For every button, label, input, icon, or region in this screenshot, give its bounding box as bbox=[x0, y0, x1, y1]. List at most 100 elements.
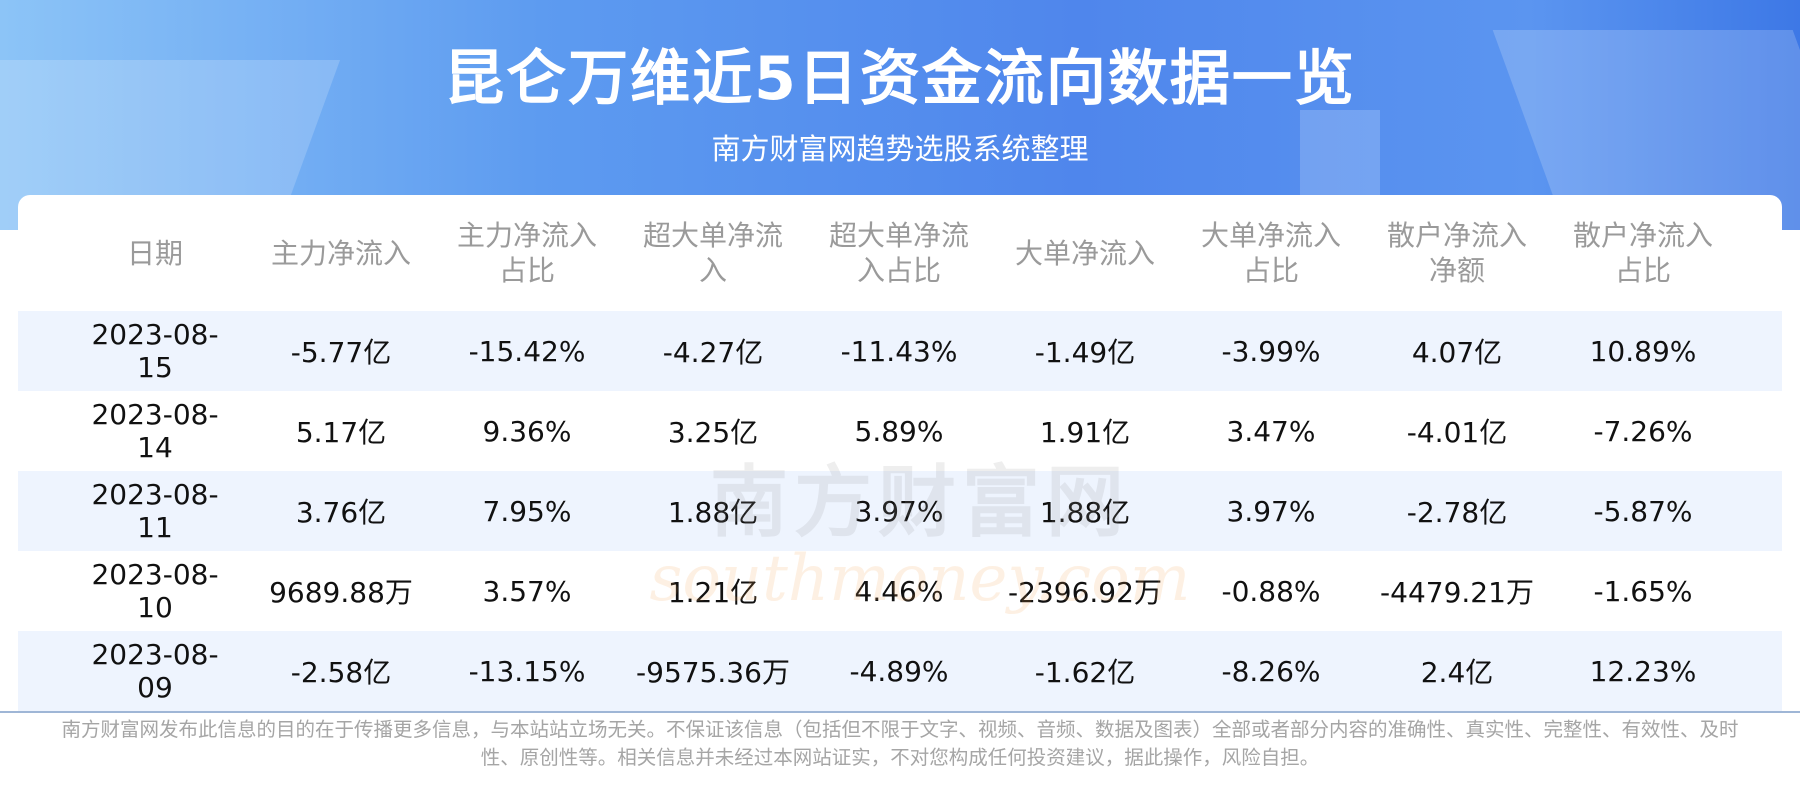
cell-text: 3.97% bbox=[854, 494, 944, 528]
cell-text: 2023-08-14 bbox=[91, 398, 219, 464]
title: 昆仑万维近5日资金流向数据一览 bbox=[444, 44, 1356, 114]
header-text: 主力净流入占比 bbox=[456, 219, 597, 287]
header-row: 日期 主力净流入 主力净流入占比 超大单净流入 超大单净流入占比 大单净流入 大单净流入占比… bbox=[18, 195, 1782, 311]
header-text: 散户净流入占比 bbox=[1572, 219, 1713, 287]
table-cell: 12.23% bbox=[1550, 655, 1736, 688]
cell-text: 3.25亿 bbox=[667, 416, 759, 449]
table-cell: -9575.36万 bbox=[620, 651, 806, 691]
table-cell: -3.99% bbox=[1178, 335, 1364, 368]
cell-text: -7.26% bbox=[1593, 414, 1693, 448]
table-cell: 2023-08-15 bbox=[62, 318, 248, 384]
table-cell: -4.89% bbox=[806, 655, 992, 688]
table-row: 2023-08-11 3.76亿 7.95% 1.88亿 3.97% 1.88亿 3.97%… bbox=[18, 471, 1782, 551]
table-cell: 3.97% bbox=[1178, 495, 1364, 528]
table-cell: 9689.88万 bbox=[248, 571, 434, 611]
cell-text: 10.89% bbox=[1589, 334, 1697, 368]
table-cell: -2396.92万 bbox=[992, 571, 1178, 611]
cell-text: 12.23% bbox=[1589, 654, 1697, 688]
table-cell: -4479.21万 bbox=[1364, 571, 1550, 611]
header-text: 大单净流入 bbox=[1014, 236, 1155, 270]
cell-text: -4479.21万 bbox=[1380, 576, 1534, 609]
cell-text: -11.43% bbox=[840, 334, 958, 368]
table-cell: 9.36% bbox=[434, 415, 620, 448]
header-cell: 超大单净流入 bbox=[620, 218, 806, 288]
table-cell: 3.47% bbox=[1178, 415, 1364, 448]
header-cell: 超大单净流入占比 bbox=[806, 218, 992, 288]
cell-text: 3.76亿 bbox=[295, 496, 387, 529]
cell-text: 1.21亿 bbox=[667, 576, 759, 609]
cell-text: 4.46% bbox=[854, 574, 944, 608]
cell-text: -3.99% bbox=[1221, 334, 1321, 368]
cell-text: -0.88% bbox=[1221, 574, 1321, 608]
table-cell: -5.87% bbox=[1550, 495, 1736, 528]
cell-text: 3.57% bbox=[482, 574, 572, 608]
table-card bbox=[18, 195, 1782, 712]
table-cell: 4.07亿 bbox=[1364, 331, 1550, 371]
cell-text: 5.89% bbox=[854, 414, 944, 448]
header-text: 超大单净流入 bbox=[642, 219, 783, 287]
table-row: 2023-08-15 -5.77亿 -15.42% -4.27亿 -11.43% -1.4… bbox=[18, 311, 1782, 391]
cell-text: 1.88亿 bbox=[1039, 496, 1131, 529]
table-cell: -4.27亿 bbox=[620, 331, 806, 371]
header-text: 散户净流入净额 bbox=[1386, 219, 1527, 287]
table-cell: 2023-08-14 bbox=[62, 398, 248, 464]
table-cell: 2023-08-09 bbox=[62, 638, 248, 704]
table-cell: 10.89% bbox=[1550, 335, 1736, 368]
cell-text: -8.26% bbox=[1221, 654, 1321, 688]
table-cell: 1.88亿 bbox=[992, 491, 1178, 531]
banner: 昆仑万维近5日资金流向数据一览 南方财富网趋势选股系统整理 bbox=[0, 0, 1800, 230]
cell-text: -5.87% bbox=[1593, 494, 1693, 528]
table-cell: -2.58亿 bbox=[248, 651, 434, 691]
header-text: 日期 bbox=[126, 236, 183, 270]
table-cell: -7.26% bbox=[1550, 415, 1736, 448]
table-cell: 5.89% bbox=[806, 415, 992, 448]
table-cell: 5.17亿 bbox=[248, 411, 434, 451]
table: 日期 主力净流入 主力净流入占比 超大单净流入 超大单净流入占比 大单净流入 大单净流入占比… bbox=[18, 195, 1782, 711]
header-cell: 主力净流入 bbox=[248, 236, 434, 271]
header-cell: 散户净流入净额 bbox=[1364, 218, 1550, 288]
cell-text: 3.97% bbox=[1226, 494, 1316, 528]
cell-text: -15.42% bbox=[468, 334, 586, 368]
table-cell: -13.15% bbox=[434, 655, 620, 688]
header-text: 大单净流入占比 bbox=[1200, 219, 1341, 287]
cell-text: 1.91亿 bbox=[1039, 416, 1131, 449]
cell-text: -5.77亿 bbox=[290, 336, 392, 369]
table-cell: 7.95% bbox=[434, 495, 620, 528]
cell-text: -1.49亿 bbox=[1034, 336, 1136, 369]
table-cell: 2.4亿 bbox=[1364, 651, 1550, 691]
table-cell: -1.62亿 bbox=[992, 651, 1178, 691]
header-cell: 散户净流入占比 bbox=[1550, 218, 1736, 288]
header-cell: 日期 bbox=[62, 236, 248, 271]
table-cell: -1.49亿 bbox=[992, 331, 1178, 371]
header-cell: 大单净流入 bbox=[992, 236, 1178, 271]
cell-text: 9.36% bbox=[482, 414, 572, 448]
table-cell: -2.78亿 bbox=[1364, 491, 1550, 531]
cell-text: -1.62亿 bbox=[1034, 656, 1136, 689]
table-cell: 1.91亿 bbox=[992, 411, 1178, 451]
table-cell: -15.42% bbox=[434, 335, 620, 368]
table-cell: 3.57% bbox=[434, 575, 620, 608]
table-cell: 1.21亿 bbox=[620, 571, 806, 611]
cell-text: 4.07亿 bbox=[1411, 336, 1503, 369]
table-cell: -4.01亿 bbox=[1364, 411, 1550, 451]
header-cell: 大单净流入占比 bbox=[1178, 218, 1364, 288]
table-row: 2023-08-09 -2.58亿 -13.15% -9575.36万 -4.89% -1… bbox=[18, 631, 1782, 711]
cell-text: -4.27亿 bbox=[662, 336, 764, 369]
table-cell: -11.43% bbox=[806, 335, 992, 368]
cell-text: -2.78亿 bbox=[1406, 496, 1508, 529]
cell-text: 2.4亿 bbox=[1420, 656, 1494, 689]
table-row: 2023-08-14 5.17亿 9.36% 3.25亿 5.89% 1.91亿 3.47%… bbox=[18, 391, 1782, 471]
disclaimer: 南方财富网发布此信息的目的在于传播更多信息，与本站站立场无关。不保证该信息（包括… bbox=[61, 718, 1739, 769]
table-cell: -8.26% bbox=[1178, 655, 1364, 688]
cell-text: 1.88亿 bbox=[667, 496, 759, 529]
cell-text: 2023-08-10 bbox=[91, 558, 219, 624]
cell-text: -4.01亿 bbox=[1406, 416, 1508, 449]
table-cell: -5.77亿 bbox=[248, 331, 434, 371]
table-cell: 2023-08-10 bbox=[62, 558, 248, 624]
header-cell: 主力净流入占比 bbox=[434, 218, 620, 288]
table-cell: 3.76亿 bbox=[248, 491, 434, 531]
cell-text: 9689.88万 bbox=[269, 576, 413, 609]
cell-text: -2.58亿 bbox=[290, 656, 392, 689]
cell-text: -4.89% bbox=[849, 654, 949, 688]
